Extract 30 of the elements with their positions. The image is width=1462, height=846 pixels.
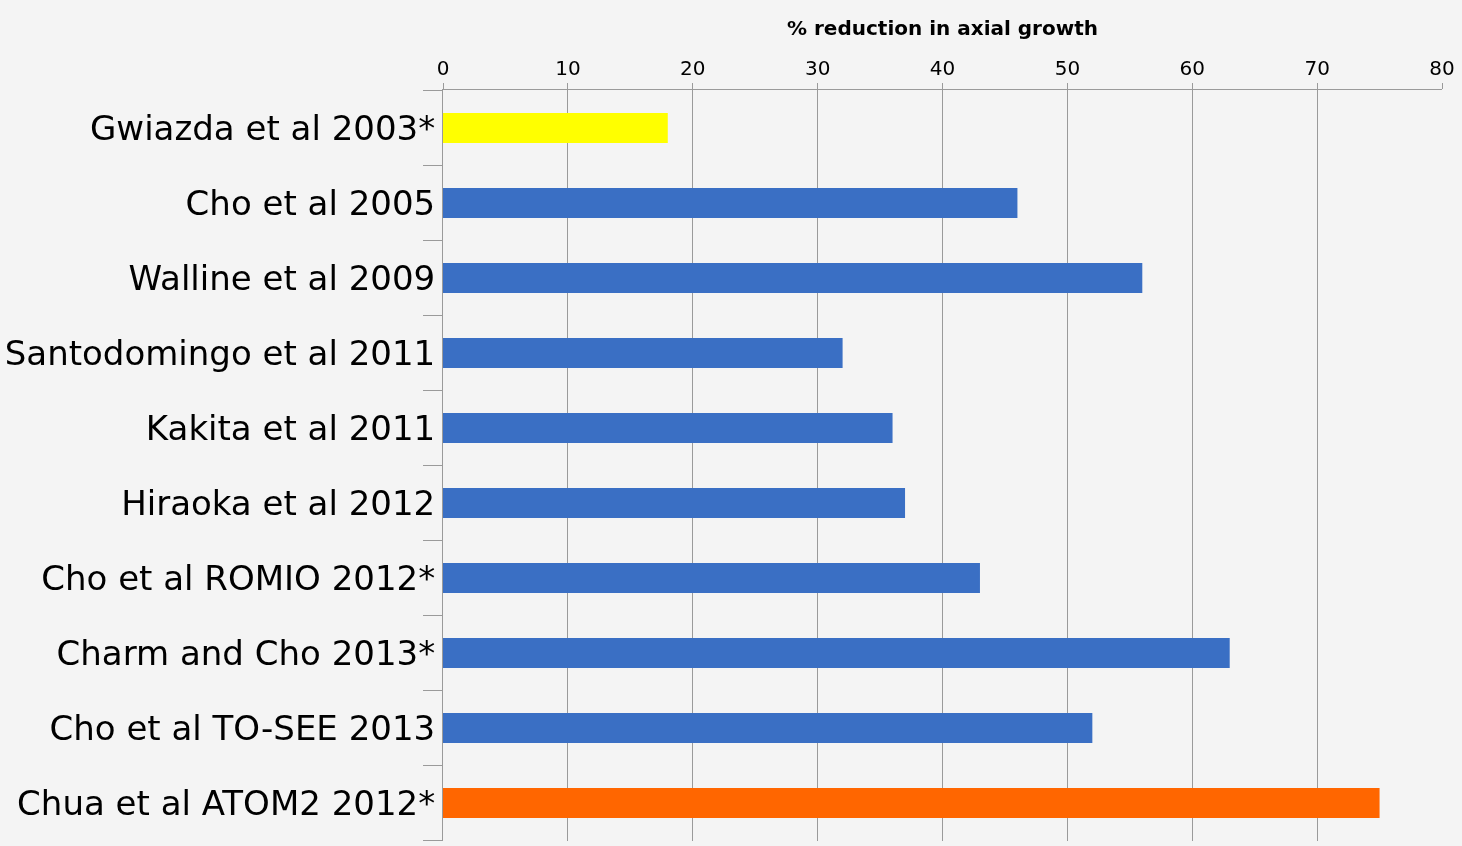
y-tick-label: Santodomingo et al 2011: [4, 332, 436, 373]
bar: [443, 638, 1230, 668]
x-tick-label: 10: [555, 56, 581, 80]
x-tick-label: 20: [680, 56, 706, 80]
bar: [443, 263, 1143, 293]
x-tick-label: 60: [1179, 56, 1205, 80]
bar: [443, 113, 668, 143]
y-tick-label: Cho et al ROMIO 2012*: [41, 557, 436, 598]
x-tick-label: 0: [436, 56, 450, 80]
bar: [443, 788, 1380, 818]
x-tick-label: 30: [804, 56, 831, 80]
bar: [443, 413, 893, 443]
y-tick-label: Gwiazda et al 2003*: [90, 107, 436, 148]
y-tick-label: Charm and Cho 2013*: [56, 632, 436, 673]
bar: [443, 488, 906, 518]
y-tick-label: Cho et al TO-SEE 2013: [49, 707, 436, 748]
x-tick-label: 50: [1054, 56, 1081, 80]
y-tick-label: Walline et al 2009: [128, 257, 436, 298]
bar: [443, 713, 1093, 743]
y-tick-label: Cho et al 2005: [185, 182, 436, 223]
bar: [443, 563, 980, 593]
bar: [443, 188, 1018, 218]
x-tick-label: 40: [929, 56, 956, 80]
y-tick-label: Kakita et al 2011: [145, 407, 436, 448]
bar: [443, 338, 843, 368]
x-axis-title: % reduction in axial growth: [786, 15, 1099, 40]
x-tick-label: 80: [1429, 56, 1455, 80]
y-tick-label: Hiraoka et al 2012: [121, 482, 436, 523]
y-tick-label: Chua et al ATOM2 2012*: [17, 782, 436, 823]
x-tick-label: 70: [1304, 56, 1330, 80]
